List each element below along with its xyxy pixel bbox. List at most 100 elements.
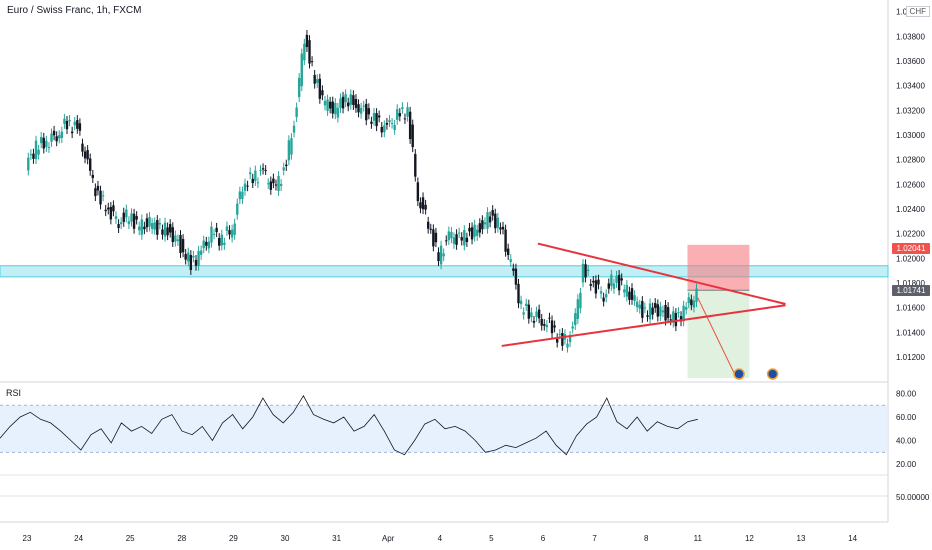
candle-body (672, 311, 675, 323)
candle-body (50, 133, 53, 142)
candle-body (612, 283, 616, 289)
candle-body (429, 228, 432, 230)
candle-body (241, 191, 244, 199)
candle-body (684, 307, 688, 310)
candle-body (220, 234, 223, 246)
candle-body (78, 123, 82, 131)
candle-body (125, 209, 128, 218)
candle-body (168, 224, 172, 233)
candle-body (292, 125, 296, 133)
rsi-tick-label: 40.00 (896, 437, 917, 446)
candle-body (470, 227, 474, 240)
candle-body (176, 239, 180, 241)
candle-body (251, 178, 254, 184)
y-tick-label: 1.02200 (896, 230, 925, 239)
candle-body (473, 224, 476, 237)
candle-body (602, 297, 605, 302)
candle-body (416, 182, 420, 202)
candle-body (285, 164, 288, 167)
candle-body (488, 216, 492, 223)
candle-body (512, 268, 515, 271)
candle-body (81, 143, 84, 152)
candle-body (94, 188, 97, 197)
candle-body (380, 126, 383, 133)
candle-body (156, 219, 159, 235)
x-tick-label: 23 (23, 534, 32, 543)
candle-body (666, 307, 670, 319)
candle-body (406, 107, 409, 117)
short-position-tool[interactable] (687, 244, 779, 380)
y-tick-label: 1.02800 (896, 156, 925, 165)
candle-body (138, 226, 141, 231)
candle-body (692, 300, 696, 308)
currency-tag[interactable]: CHF (905, 6, 930, 17)
candle-body (501, 226, 505, 230)
x-tick-label: Apr (382, 534, 395, 543)
candle-body (187, 252, 190, 262)
candle-body (32, 153, 35, 159)
candle-body (623, 289, 626, 293)
x-tick-label: 31 (332, 534, 341, 543)
x-tick-label: 5 (489, 534, 494, 543)
candle-body (620, 278, 623, 281)
y-tick-label: 1.03000 (896, 131, 925, 140)
candle-body (408, 111, 412, 139)
candle-body (347, 102, 350, 107)
candle-body (568, 336, 572, 343)
candle-body (377, 115, 381, 118)
candle-body (362, 105, 365, 107)
candle-body (83, 151, 87, 159)
candle-body (256, 182, 260, 184)
candle-body (163, 222, 167, 237)
candle-body (375, 113, 378, 127)
candle-body (158, 223, 162, 225)
candle-body (424, 204, 427, 210)
x-tick-label: 28 (177, 534, 186, 543)
candle-body (398, 113, 402, 117)
candle-body (550, 320, 554, 334)
candle-body (101, 195, 105, 197)
candle-body (599, 291, 603, 294)
candle-body (42, 137, 45, 149)
triangle-drawing[interactable] (501, 242, 786, 347)
candle-body (194, 259, 198, 266)
candle-body (341, 96, 345, 109)
candle-body (457, 232, 461, 234)
candle-body (581, 263, 585, 283)
x-tick-label: 30 (281, 534, 290, 543)
candle-body (357, 104, 360, 113)
target-price-tag: 1.02041 (892, 242, 930, 254)
candle-body (571, 326, 574, 329)
candle-body (385, 122, 389, 125)
candle-body (638, 304, 641, 309)
candle-body (321, 90, 324, 96)
candle-body (535, 311, 538, 317)
candle-body (597, 279, 600, 285)
candle-body (589, 284, 592, 286)
candle-body (218, 237, 221, 246)
support-zone-band (0, 265, 889, 278)
y-tick-label: 1.02000 (896, 254, 925, 263)
candle-body (432, 229, 435, 247)
y-tick-label: 1.02400 (896, 205, 925, 214)
candle-body (130, 213, 133, 222)
candle-body (465, 237, 469, 243)
y-tick-label: 1.01200 (896, 353, 925, 362)
candle-body (184, 253, 187, 260)
candle-body (150, 223, 154, 229)
candle-body (414, 154, 417, 177)
candle-body (210, 226, 213, 243)
candle-body (659, 306, 662, 317)
candle-body (297, 77, 301, 98)
candle-body (52, 130, 56, 136)
candle-body (682, 305, 685, 322)
candle-body (303, 43, 306, 61)
candle-body (421, 197, 425, 210)
candle-body (452, 237, 456, 244)
candle-body (695, 288, 698, 303)
candle-body (228, 230, 231, 235)
candle-body (310, 61, 314, 63)
candle-body (287, 140, 291, 161)
candle-body (145, 218, 149, 228)
